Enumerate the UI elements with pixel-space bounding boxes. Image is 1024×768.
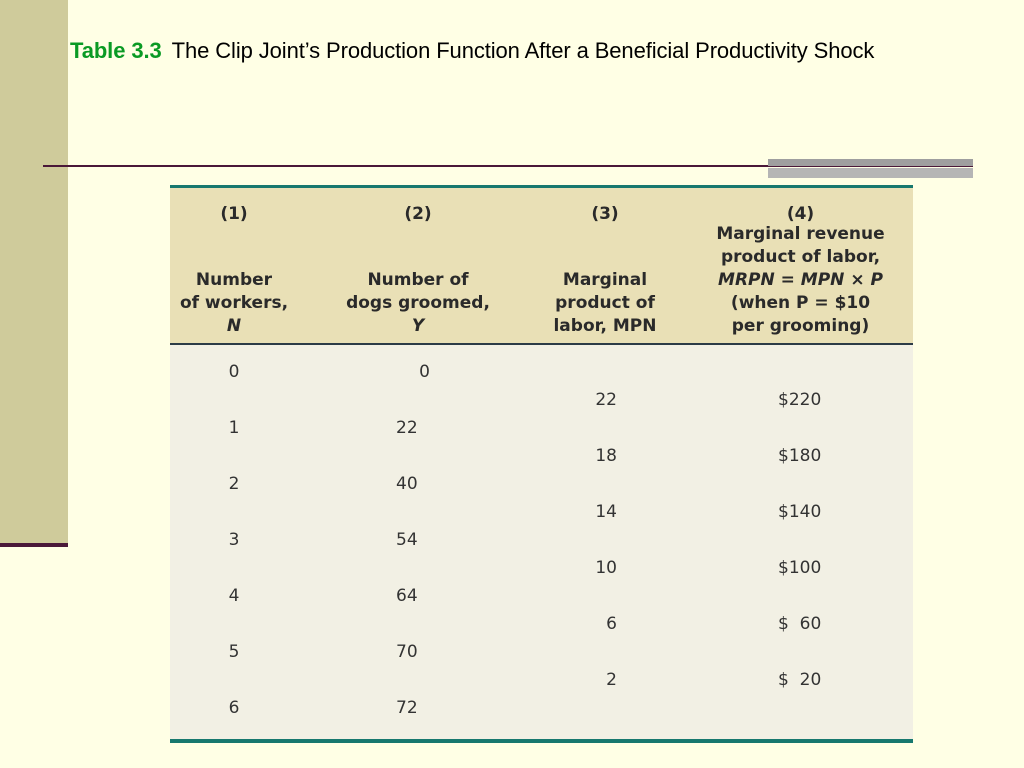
header-col-4-number: (4): [786, 204, 815, 224]
accent-bar-top: [768, 159, 973, 166]
table-caption: The Clip Joint’s Production Function Aft…: [171, 38, 875, 63]
header-col-4-line-4: (when P = $10: [730, 293, 871, 313]
mpn-cell: 18: [595, 446, 617, 466]
header-col-2-line-3: Y: [411, 316, 425, 336]
header-col-3-number: (3): [591, 204, 619, 224]
table-number: Table 3.3: [70, 38, 162, 63]
header-col-1: (1) Number of workers, N: [170, 188, 298, 344]
mpn-cell: 6: [606, 614, 617, 634]
mrpn-cell: $220: [778, 390, 822, 410]
header-col-2-number: (2): [404, 204, 432, 224]
header-col-3-line-1: Marginal: [562, 270, 648, 290]
sidebar-rule: [0, 543, 68, 547]
header-col-1-line-1: Number: [195, 270, 273, 290]
mpn-cell: 2: [606, 670, 617, 690]
workers-cell: 1: [228, 418, 240, 438]
output-cell: 22: [396, 418, 418, 438]
output-cell: 54: [396, 530, 418, 550]
title-rule: [43, 165, 973, 167]
output-cell: 70: [396, 642, 418, 662]
output-cell: 72: [396, 698, 418, 718]
table-top-border: [170, 185, 913, 188]
slide-title: Table 3.3 The Clip Joint’s Production Fun…: [70, 38, 874, 64]
header-col-3: (3) Marginal product of labor, MPN: [535, 188, 675, 344]
workers-cell: 3: [228, 530, 240, 550]
production-table: (1) Number of workers, N (2) Number of d…: [170, 185, 913, 743]
mrpn-cell: $ 20: [778, 670, 822, 690]
header-col-2-line-1: Number of: [367, 270, 469, 290]
output-cell: 64: [396, 586, 418, 606]
header-col-4-line-5: per grooming): [731, 316, 870, 336]
header-col-4-line-2: product of labor,: [720, 247, 881, 267]
mpn-cell: 22: [595, 390, 617, 410]
header-col-4: (4) Marginal revenue product of labor, M…: [708, 188, 893, 344]
header-col-3-line-3: labor, MPN: [553, 316, 657, 336]
table-bottom-border: [170, 739, 913, 743]
workers-cell: 2: [228, 474, 240, 494]
output-cell: 0: [419, 362, 430, 382]
header-col-2: (2) Number of dogs groomed, Y: [338, 188, 498, 344]
accent-bar-bottom: [768, 168, 973, 178]
header-col-2-line-2: dogs groomed,: [346, 293, 490, 313]
header-col-1-line-2: of workers,: [179, 293, 289, 313]
mrpn-cell: $140: [778, 502, 822, 522]
output-cell: 40: [396, 474, 418, 494]
header-col-1-number: (1): [220, 204, 248, 224]
workers-cell: 0: [228, 362, 240, 382]
workers-cell: 6: [228, 698, 240, 718]
mrpn-cell: $100: [778, 558, 822, 578]
mpn-cell: 10: [595, 558, 617, 578]
header-col-4-line-3: MRPN = MPN × P: [718, 270, 883, 290]
sidebar-band: [0, 0, 68, 545]
header-rule: [170, 343, 913, 345]
header-col-1-line-3: N: [226, 316, 242, 336]
header-col-4-line-1: Marginal revenue: [716, 224, 885, 244]
workers-cell: 4: [228, 586, 240, 606]
header-col-3-line-2: product of: [555, 293, 655, 313]
workers-cell: 5: [228, 642, 240, 662]
mpn-cell: 14: [595, 502, 617, 522]
table-header: (1) Number of workers, N (2) Number of d…: [170, 188, 913, 344]
mrpn-cell: $ 60: [778, 614, 822, 634]
mrpn-cell: $180: [778, 446, 822, 466]
